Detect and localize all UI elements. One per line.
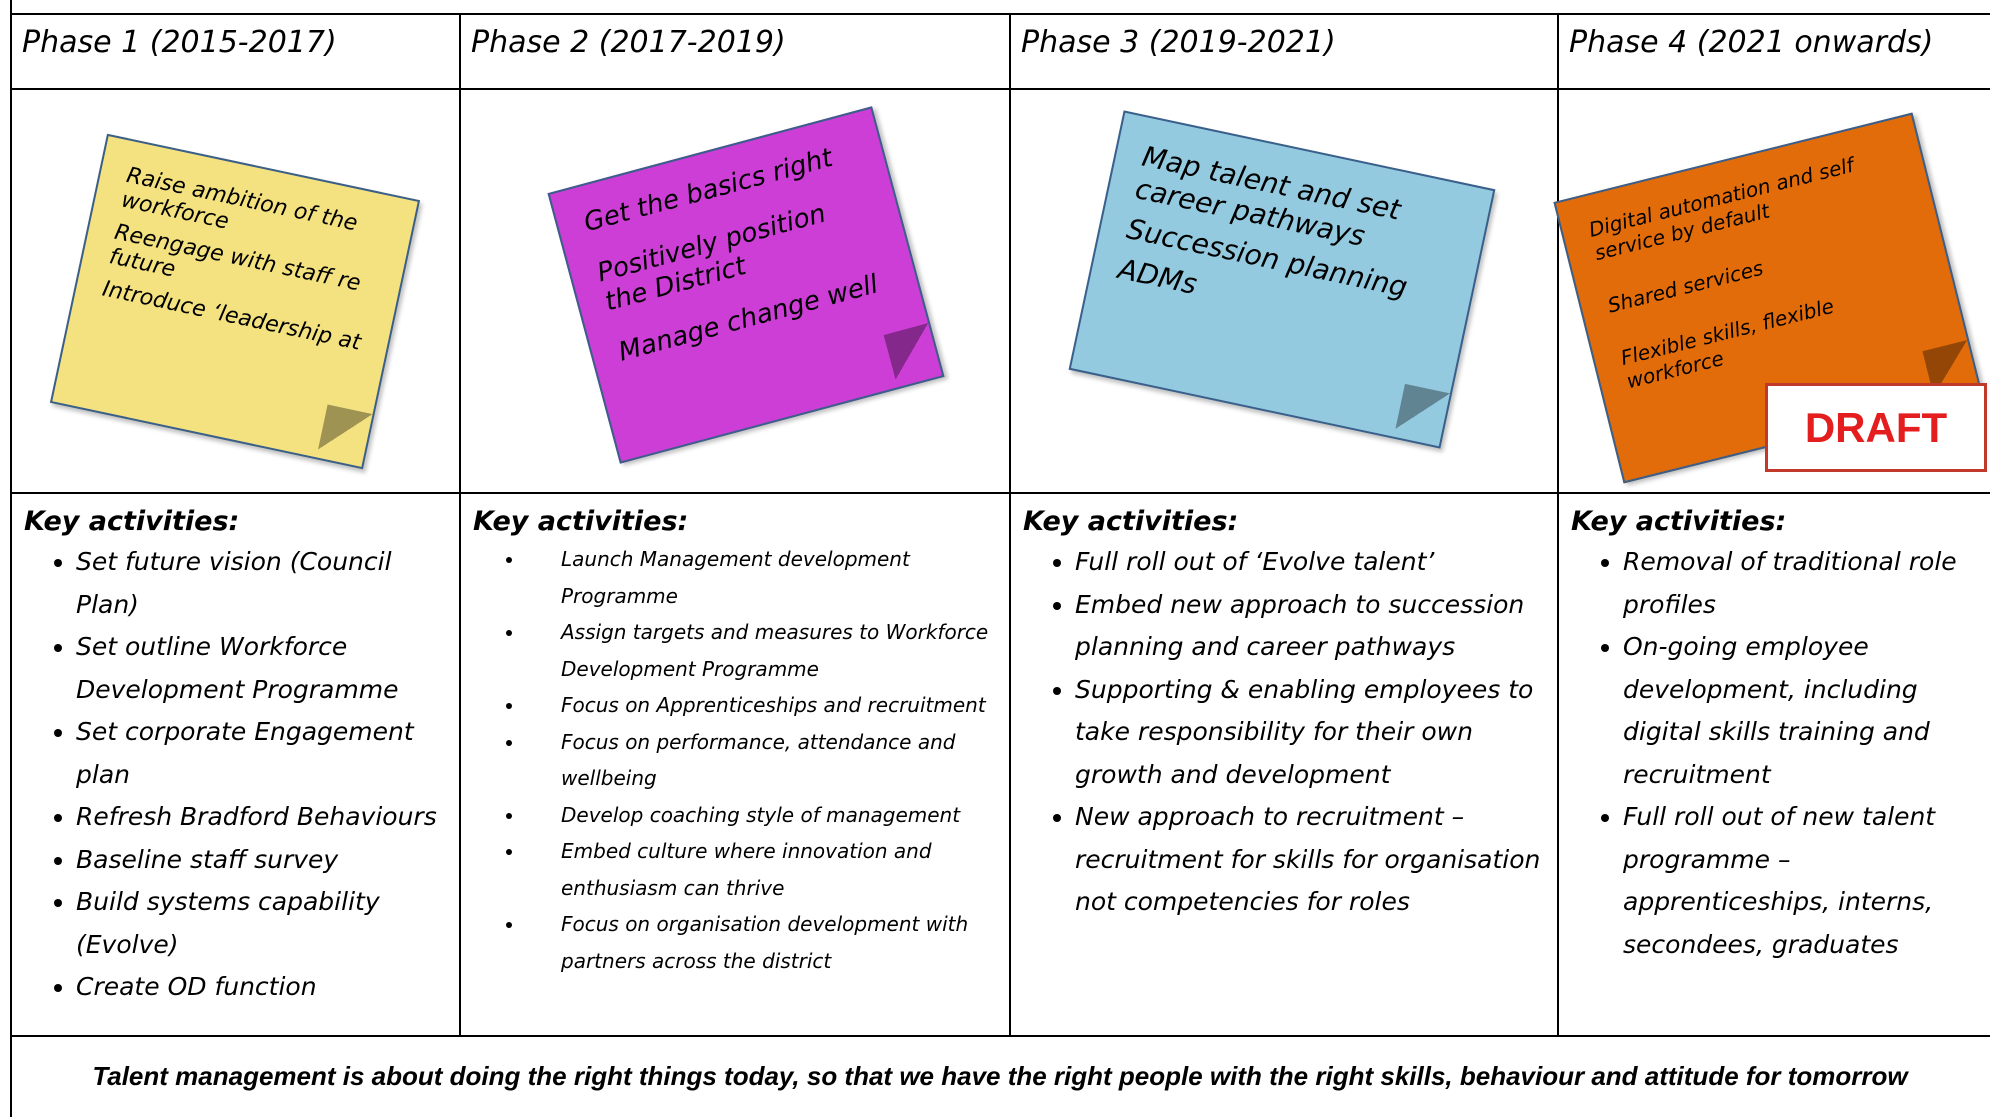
activity-item: Full roll out of new talent programme – … xyxy=(1623,796,1978,966)
activity-item: Assign targets and measures to Workforce… xyxy=(525,614,997,687)
activities: Key activities: Removal of traditional ro… xyxy=(1557,492,1990,1035)
activity-item: Set outline Workforce Development Progra… xyxy=(76,626,447,711)
activity-item: Create OD function xyxy=(76,966,447,1009)
activity-item: On-going employee development, including… xyxy=(1623,626,1978,796)
activity-item: Refresh Bradford Behaviours xyxy=(76,796,447,839)
activities-heading: Key activities: xyxy=(1023,506,1239,537)
activity-item: Build systems capability (Evolve) xyxy=(76,881,447,966)
note-curl xyxy=(318,404,373,459)
sticky-note: Map talent and set career pathways Succes… xyxy=(1068,109,1496,449)
phase-title: Phase 4 (2021 onwards) xyxy=(1569,25,1934,60)
draft-label: DRAFT xyxy=(1765,383,1987,472)
activity-item: Focus on Apprenticeships and recruitment xyxy=(525,687,997,724)
phase-title: Phase 3 (2019-2021) xyxy=(1021,25,1336,60)
activities: Key activities: Launch Management develop… xyxy=(459,492,1009,1035)
activity-item: Set corporate Engagement plan xyxy=(76,711,447,796)
activity-item: Set future vision (Council Plan) xyxy=(76,541,447,626)
activities: Key activities: Set future vision (Counci… xyxy=(10,492,459,1035)
footer-text: Talent management is about doing the rig… xyxy=(92,1060,1908,1091)
activities: Key activities: Full roll out of ‘Evolve … xyxy=(1009,492,1557,1035)
phase-title: Phase 1 (2015-2017) xyxy=(22,25,337,60)
table-border xyxy=(1009,13,1011,1035)
sticky-note: Get the basics right Positively position … xyxy=(547,106,945,464)
activities-heading: Key activities: xyxy=(24,506,240,537)
table-border xyxy=(459,13,461,1035)
activities-heading: Key activities: xyxy=(1571,506,1787,537)
activity-list: Set future vision (Council Plan)Set outl… xyxy=(24,541,447,1009)
table-border xyxy=(10,0,12,1117)
activity-item: Focus on performance, attendance and wel… xyxy=(525,724,997,797)
phase-title: Phase 2 (2017-2019) xyxy=(471,25,786,60)
table-border xyxy=(10,1035,1990,1037)
activity-item: Focus on organisation development with p… xyxy=(525,906,997,979)
activity-list: Removal of traditional role profilesOn-g… xyxy=(1571,541,1978,966)
activity-item: Baseline staff survey xyxy=(76,839,447,882)
activity-item: New approach to recruitment – recruitmen… xyxy=(1075,796,1545,924)
activity-item: Embed new approach to succession plannin… xyxy=(1075,584,1545,669)
note-curl xyxy=(1395,383,1450,438)
activity-item: Develop coaching style of management xyxy=(525,797,997,834)
sticky-note: Raise ambition of the workforce Reengage … xyxy=(49,133,421,469)
activity-item: Full roll out of ‘Evolve talent’ xyxy=(1075,541,1545,584)
activity-item: Supporting & enabling employees to take … xyxy=(1075,669,1545,797)
activity-list: Full roll out of ‘Evolve talent’Embed ne… xyxy=(1023,541,1545,924)
activity-list: Launch Management development ProgrammeA… xyxy=(473,541,997,979)
activity-item: Embed culture where innovation and enthu… xyxy=(525,833,997,906)
table-border xyxy=(10,492,1990,494)
activity-item: Removal of traditional role profiles xyxy=(1623,541,1978,626)
note-curl xyxy=(883,323,940,380)
table-border xyxy=(10,88,1990,90)
activity-item: Launch Management development Programme xyxy=(525,541,997,614)
table-border xyxy=(1557,13,1559,1035)
table-border xyxy=(10,13,1990,15)
activities-heading: Key activities: xyxy=(473,506,689,537)
